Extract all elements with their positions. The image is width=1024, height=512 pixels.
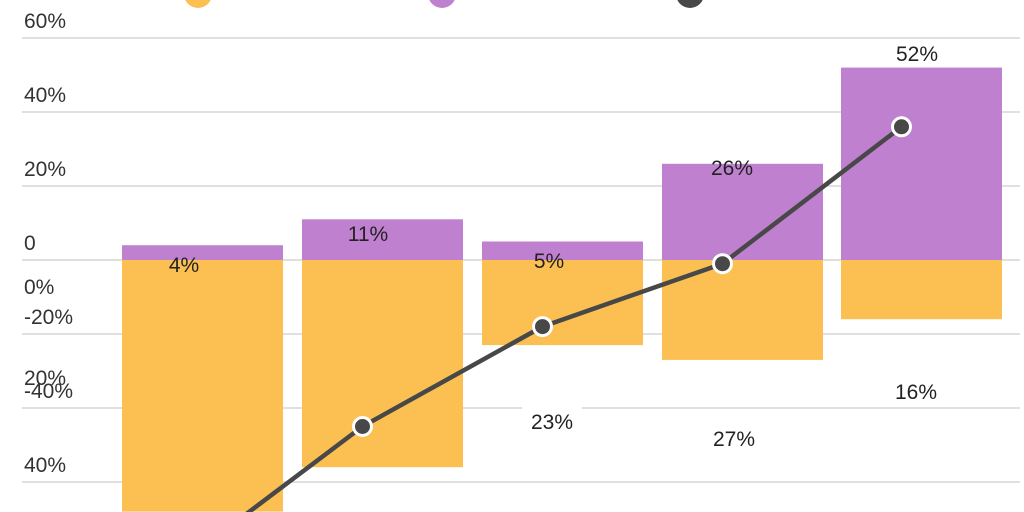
y-tick-label: 60% bbox=[24, 10, 66, 33]
y-tick-label: -40% bbox=[24, 380, 73, 403]
bar-positive bbox=[662, 163, 823, 260]
data-label: 4% bbox=[169, 254, 199, 277]
data-labels: 4% 11% 5% 26% 52% 23% 27% 16% bbox=[169, 43, 946, 454]
line-series bbox=[245, 116, 912, 512]
y-tick-label-secondary: 20% bbox=[24, 367, 66, 390]
data-label: 5% bbox=[534, 250, 564, 273]
data-label: 23% bbox=[531, 411, 573, 434]
data-label: 26% bbox=[711, 157, 753, 180]
data-label-background bbox=[522, 407, 582, 437]
y-tick-label: 40% bbox=[24, 84, 66, 107]
y-tick-label: 20% bbox=[24, 158, 66, 181]
bar-positive bbox=[122, 245, 283, 260]
data-label: 27% bbox=[713, 428, 755, 451]
bar-positive bbox=[841, 67, 1002, 260]
data-label: 11% bbox=[348, 223, 388, 246]
data-label-background bbox=[886, 377, 946, 407]
y-tick-label: -20% bbox=[24, 306, 73, 329]
data-label-background bbox=[704, 424, 764, 454]
y-tick-label: 0 bbox=[24, 232, 36, 255]
bar-positive bbox=[482, 241, 643, 260]
bars bbox=[122, 67, 1002, 512]
legend-marker bbox=[429, 0, 455, 8]
bar-negative bbox=[122, 260, 283, 512]
legend-marker bbox=[185, 0, 211, 8]
data-label: 16% bbox=[895, 381, 937, 404]
y-tick-label-secondary: 0% bbox=[24, 276, 54, 299]
y-tick-label-secondary: 40% bbox=[24, 454, 66, 477]
legend-marker bbox=[677, 0, 703, 8]
bar-positive bbox=[302, 219, 463, 260]
line-point bbox=[891, 116, 912, 138]
bar-negative bbox=[841, 260, 1002, 320]
line-point bbox=[352, 416, 373, 437]
data-label: 52% bbox=[896, 43, 938, 66]
line-point bbox=[712, 253, 733, 275]
bar-negative bbox=[302, 260, 463, 468]
y-axis: 60% 40% 20% 0 -20% -40% 0% 20% 40% bbox=[24, 10, 73, 477]
line-point bbox=[532, 316, 553, 338]
legend bbox=[185, 0, 703, 8]
